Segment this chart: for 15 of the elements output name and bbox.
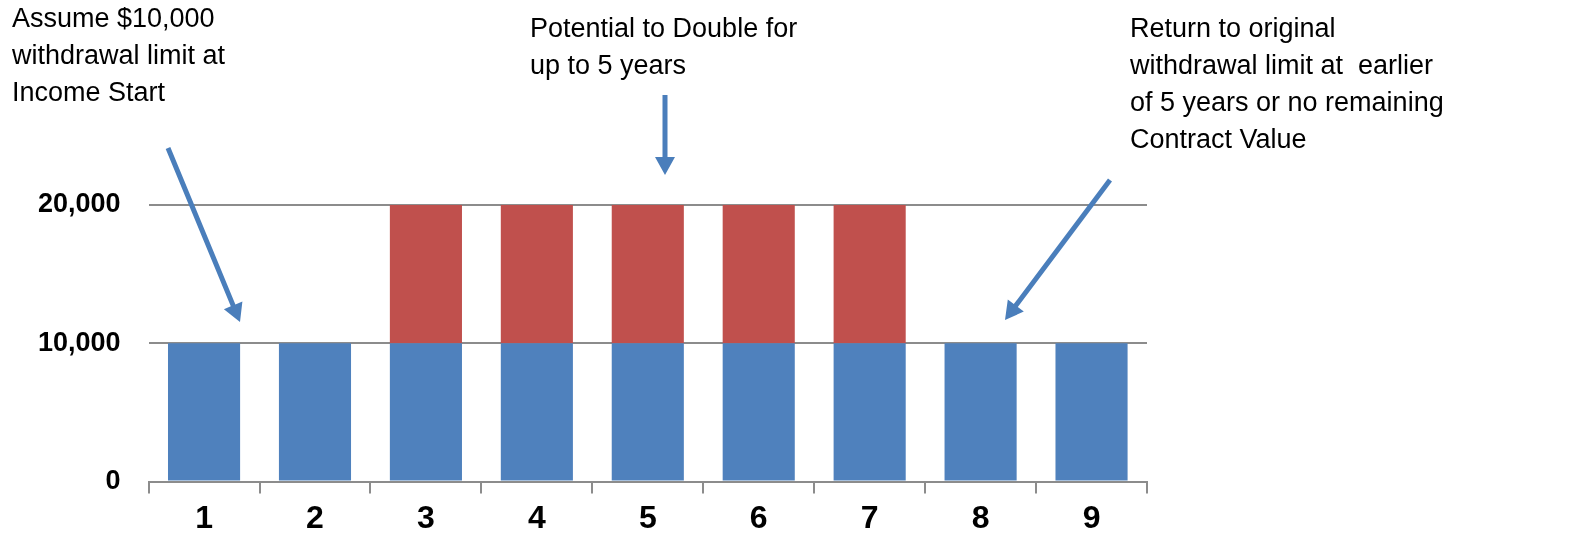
y-tick-label: 0 [105, 465, 121, 496]
x-tick-label: 4 [527, 498, 546, 535]
text: Potential to Double for up to 5 years [530, 12, 798, 82]
x-tick-label: 6 [749, 498, 768, 535]
x-tick-label: 5 [638, 498, 657, 535]
x-tick-label: 3 [417, 498, 435, 535]
text: Assume $10,000 withdrawal limit at Income Start [12, 2, 226, 109]
x-tick-label: 7 [860, 498, 879, 535]
x-tick-label: 9 [1082, 498, 1101, 535]
y-tick-label: 20,000 [37, 188, 121, 219]
x-tick-label: 2 [306, 498, 324, 535]
text: Return to original withdrawal limit at earlier of 5 years or no remaining Contract Value [1130, 12, 1444, 156]
y-tick-label: 10,000 [37, 326, 121, 357]
x-tick-label: 8 [971, 498, 990, 535]
x-tick-label: 1 [195, 498, 213, 535]
